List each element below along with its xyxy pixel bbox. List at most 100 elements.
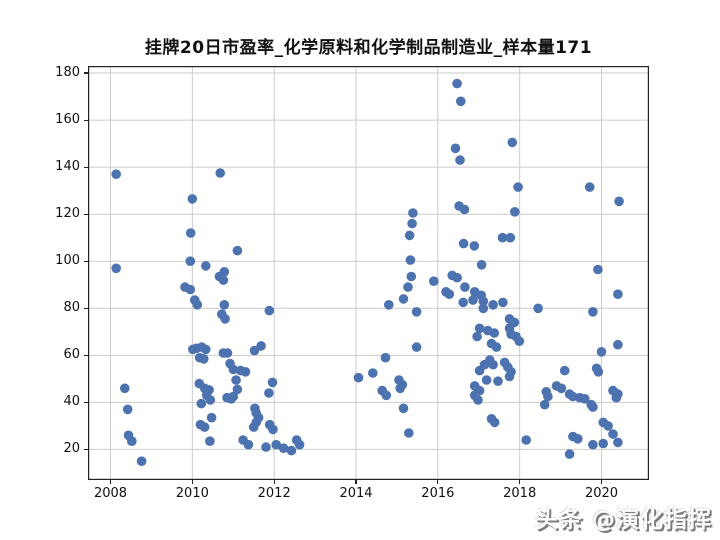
data-point	[521, 435, 531, 445]
scatter-plot	[88, 66, 649, 480]
data-point	[206, 412, 217, 423]
y-tick-mark	[84, 260, 88, 262]
data-point	[593, 264, 603, 275]
y-tick-label: 140	[55, 159, 80, 175]
plot-spines	[88, 66, 649, 480]
data-point	[588, 307, 598, 317]
data-point	[593, 367, 604, 377]
data-point	[556, 383, 567, 394]
y-tick-label: 180	[55, 65, 80, 81]
data-point	[514, 336, 525, 347]
data-point	[458, 238, 469, 249]
data-point	[455, 155, 465, 165]
data-point	[127, 436, 137, 447]
data-point	[215, 168, 225, 178]
data-point	[185, 228, 196, 238]
data-point	[231, 375, 241, 385]
data-point	[405, 255, 416, 265]
data-point	[201, 344, 211, 355]
data-point	[220, 314, 230, 324]
data-point	[493, 376, 503, 387]
data-point	[588, 439, 598, 450]
data-point	[384, 300, 394, 310]
x-tick-label: 2016	[421, 486, 455, 501]
y-tick-mark	[84, 119, 88, 121]
data-point	[228, 391, 239, 402]
data-point	[469, 241, 480, 251]
data-point	[111, 169, 121, 179]
x-tick-mark	[437, 480, 439, 484]
data-point	[456, 96, 466, 107]
data-point	[473, 395, 483, 405]
data-point	[398, 403, 409, 414]
chart-title: 挂牌20日市盈率_化学原料和化学制品制造业_样本量171	[144, 38, 593, 58]
data-point	[192, 300, 203, 310]
x-tick-mark	[519, 480, 521, 484]
data-point	[256, 341, 266, 351]
data-point	[111, 263, 121, 274]
data-point	[481, 375, 492, 385]
data-point	[584, 182, 595, 192]
y-tick-label: 40	[63, 394, 80, 410]
x-tick-mark	[191, 480, 193, 484]
data-point	[460, 282, 470, 292]
data-point	[196, 398, 207, 409]
x-tick-mark	[600, 480, 603, 484]
data-point	[408, 208, 418, 218]
data-point	[489, 417, 500, 428]
data-point	[488, 300, 498, 310]
data-point	[122, 404, 133, 415]
data-point	[498, 297, 508, 308]
data-point	[136, 456, 147, 467]
data-point	[450, 143, 461, 154]
data-point	[205, 436, 215, 447]
y-tick-label: 60	[63, 347, 80, 363]
y-tick-mark	[84, 354, 88, 356]
data-point	[507, 137, 518, 148]
data-point	[458, 297, 469, 308]
y-tick-label: 120	[55, 206, 80, 222]
y-tick-label: 100	[55, 253, 80, 269]
data-point	[613, 289, 623, 299]
data-point	[264, 388, 274, 398]
x-tick-label: 2012	[257, 486, 291, 501]
data-point	[403, 282, 413, 292]
data-point	[452, 78, 462, 89]
data-point	[406, 271, 417, 282]
data-point	[219, 300, 230, 310]
data-point	[185, 284, 196, 295]
data-point	[580, 394, 590, 404]
x-tick-mark	[355, 480, 357, 484]
data-point	[504, 371, 515, 382]
x-tick-mark	[109, 480, 112, 484]
data-point	[478, 296, 489, 306]
data-point	[611, 392, 622, 403]
data-point	[472, 331, 482, 342]
data-point	[381, 390, 392, 401]
data-point	[474, 365, 485, 376]
data-point	[489, 328, 500, 338]
data-point	[368, 368, 378, 378]
y-tick-mark	[84, 307, 88, 309]
data-point	[380, 352, 391, 363]
data-point	[218, 275, 229, 285]
x-tick-label: 2010	[175, 486, 209, 501]
y-tick-mark	[84, 401, 88, 403]
y-tick-mark	[84, 166, 88, 168]
data-point	[564, 449, 575, 459]
y-tick-label: 80	[63, 300, 80, 316]
data-point	[294, 439, 305, 450]
data-point	[205, 395, 216, 405]
data-point	[411, 342, 422, 352]
data-point	[261, 442, 271, 452]
y-tick-mark	[84, 448, 88, 450]
data-point	[353, 372, 364, 383]
watermark: 头条 @演化指挥	[534, 507, 712, 533]
data-point	[187, 194, 198, 204]
data-point	[232, 245, 243, 256]
x-tick-label: 2008	[93, 486, 128, 501]
data-point	[268, 424, 278, 435]
y-tick-label: 20	[63, 441, 80, 457]
data-point	[539, 399, 550, 410]
